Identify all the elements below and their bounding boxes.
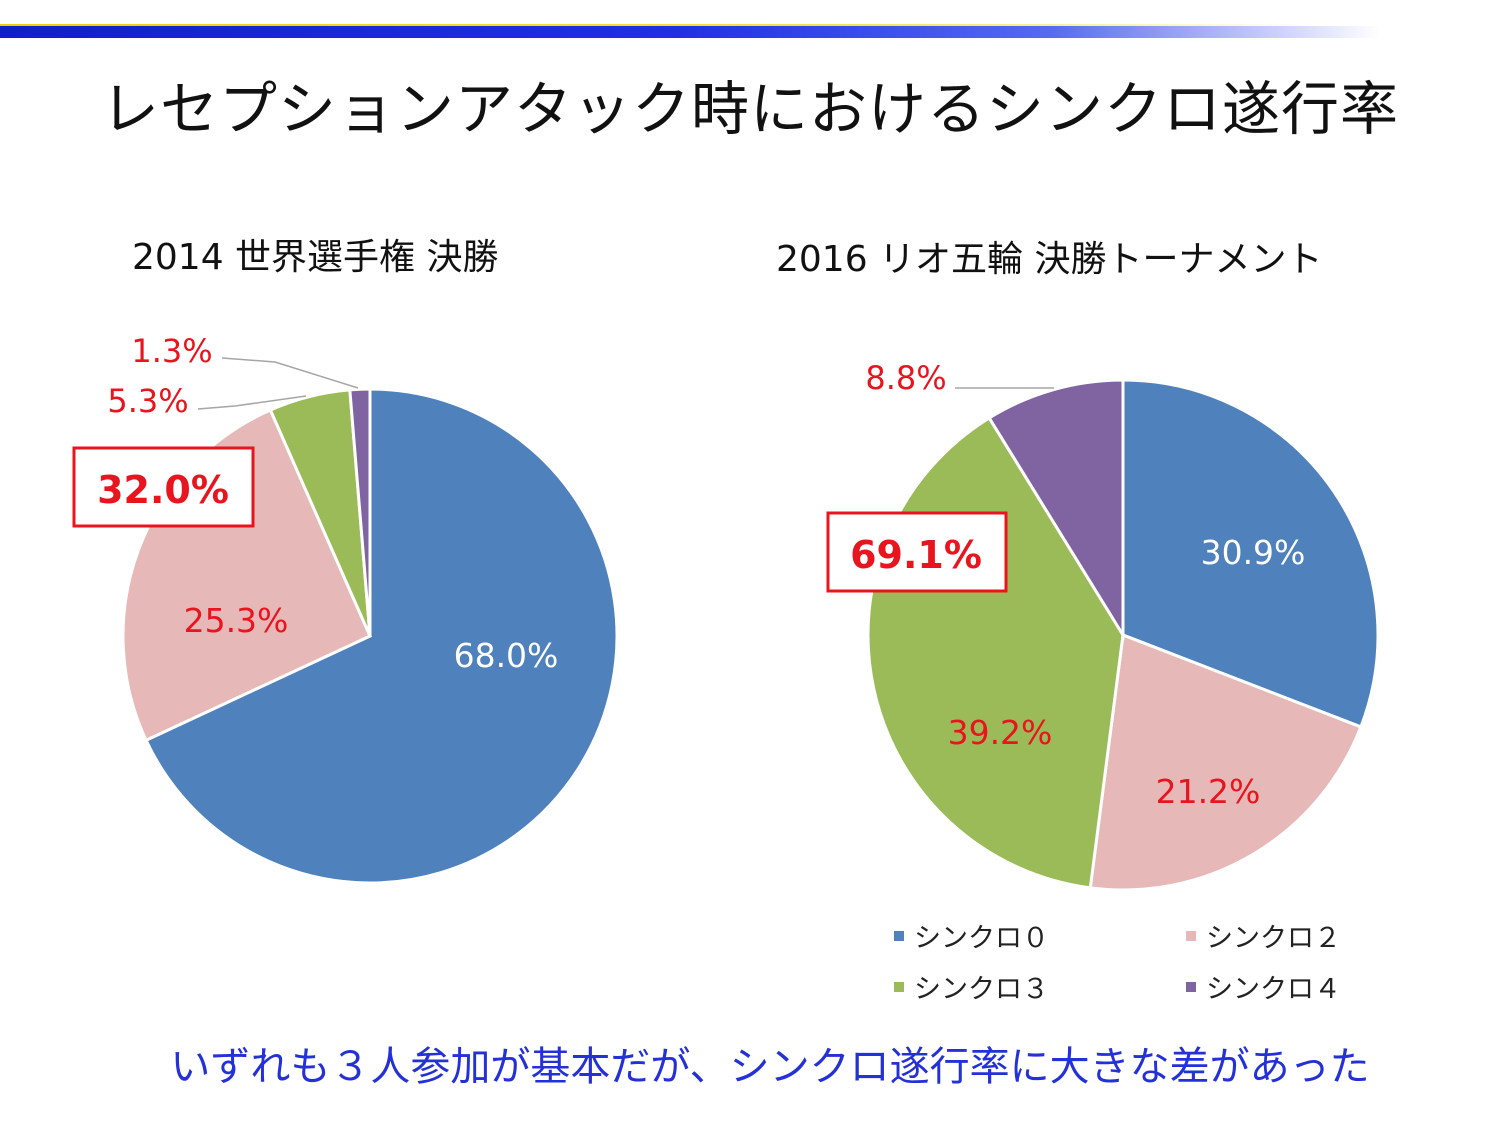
pie-slice-sync0-2014 (144, 387, 619, 885)
conclusion-text: いずれも３人参加が基本だが、シンクロ遂行率に大きな差があった (170, 1044, 1370, 1090)
legend-item-sync2: シンクロ２ (1186, 916, 1341, 955)
data-label-sync4-2016: 8.8% (865, 359, 946, 397)
header-bar (0, 26, 1500, 38)
data-label-sync3-2014: 5.3% (107, 382, 188, 420)
pie-slice-sync4-2014 (348, 387, 372, 637)
legend-item-sync0: シンクロ０ (894, 916, 1049, 955)
legend-swatch-sync2 (1186, 930, 1196, 941)
legend-item-sync4: シンクロ４ (1186, 967, 1341, 1006)
legend-item-sync3: シンクロ３ (894, 967, 1049, 1006)
data-label-sync0-2014: 68.0% (454, 636, 559, 675)
data-label-sync4-2014: 1.3% (131, 332, 212, 370)
legend-swatch-sync3 (894, 981, 904, 992)
pie-slice-sync2-2016 (1088, 632, 1363, 892)
legend-label-sync4: シンクロ４ (1206, 974, 1341, 1005)
highlight-label-2014: 32.0% (97, 468, 229, 512)
highlight-box-2014 (72, 446, 255, 528)
legend-label-sync0: シンクロ０ (914, 923, 1049, 954)
legend-label-sync2: シンクロ２ (1206, 923, 1341, 954)
legend-swatch-sync4 (1186, 981, 1196, 992)
chart-title-2016: 2016 リオ五輪 決勝トーナメント (776, 239, 1323, 280)
legend-label-sync3: シンクロ３ (914, 974, 1049, 1005)
slide-title: レセプションアタック時におけるシンクロ遂行率 (100, 75, 1399, 143)
data-label-sync0-2016: 30.9% (1201, 533, 1306, 572)
leader-line-sync3-2014 (197, 395, 307, 410)
highlight-box-2016 (826, 511, 1008, 593)
leader-line-sync4-2014 (221, 357, 359, 389)
legend-swatch-sync0 (894, 930, 904, 941)
header-accent-line (0, 24, 1500, 27)
data-label-sync3-2016: 39.2% (948, 713, 1053, 752)
pie-chart-2016 (866, 378, 1380, 892)
data-label-sync2-2014: 25.3% (184, 601, 289, 640)
data-label-sync2-2016: 21.2% (1156, 772, 1261, 811)
pie-slice-sync4-2016 (987, 378, 1125, 641)
highlight-label-2016: 69.1% (850, 533, 982, 577)
pie-slice-sync0-2016 (1121, 378, 1380, 729)
chart-title-2014: 2014 世界選手権 決勝 (132, 237, 499, 278)
